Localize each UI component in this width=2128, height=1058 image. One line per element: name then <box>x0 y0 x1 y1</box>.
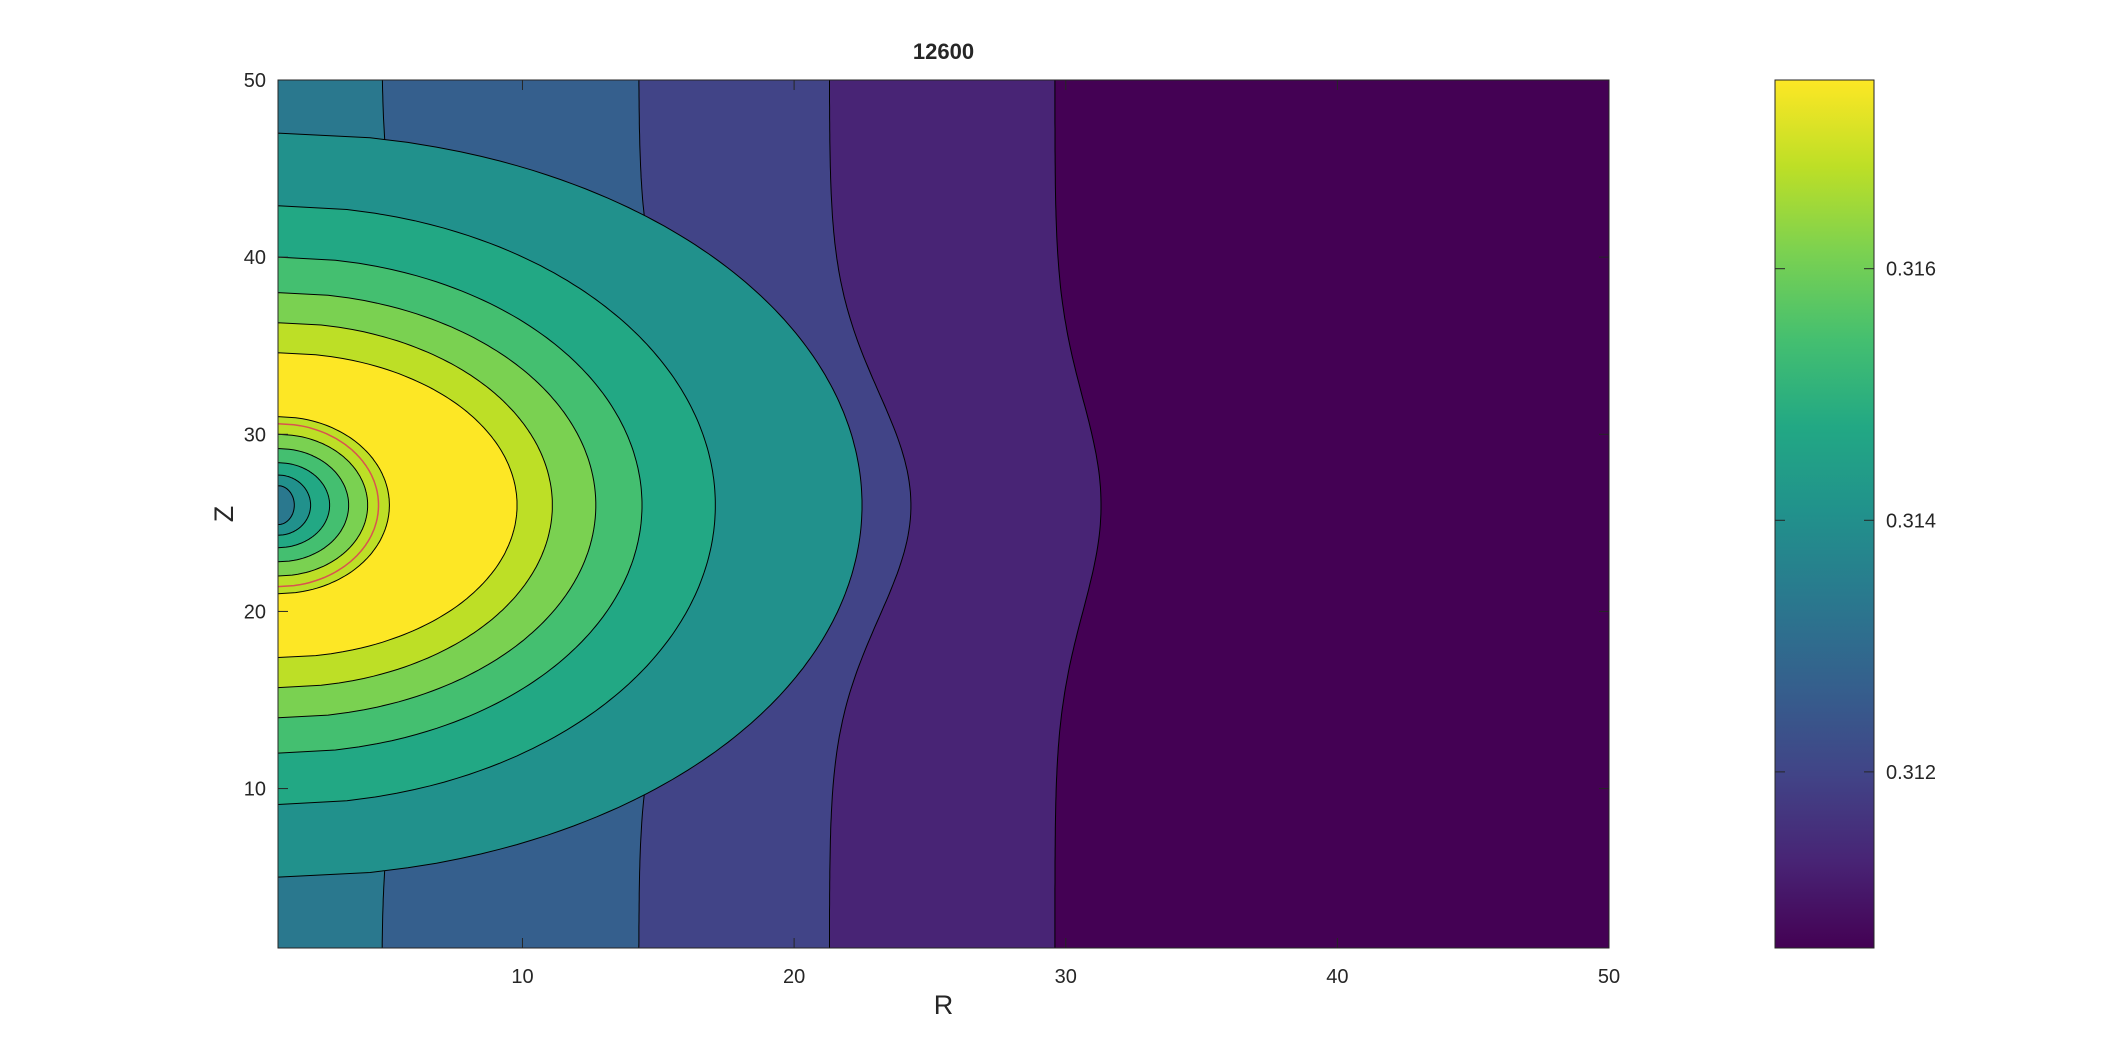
x-tick-label: 30 <box>1055 966 1077 988</box>
y-axis: 10 20 30 40 50 <box>244 70 1609 801</box>
plot-area <box>278 80 1609 948</box>
colorbar-tick-label: 0.314 <box>1886 510 1936 532</box>
y-axis-label: Z <box>209 506 239 523</box>
plot-frame <box>277 79 1610 949</box>
x-tick-label: 10 <box>511 966 533 988</box>
contour-bands <box>278 80 1102 948</box>
x-tick-label: 40 <box>1326 966 1348 988</box>
y-tick-label: 40 <box>244 247 266 269</box>
colorbar-tick-label: 0.312 <box>1886 762 1936 784</box>
chart-title: 12600 <box>913 39 974 64</box>
colorbar-fill <box>1775 80 1874 948</box>
highlight-contour <box>278 422 380 588</box>
x-axis: 10 20 30 40 50 <box>511 80 1620 988</box>
y-tick-label: 50 <box>244 70 266 92</box>
x-tick-label: 50 <box>1598 966 1620 988</box>
contour-band <box>278 352 518 659</box>
x-axis-label: R <box>934 990 954 1020</box>
y-tick-label: 20 <box>244 601 266 623</box>
colorbar: 0.312 0.314 0.316 <box>1774 79 1936 949</box>
y-tick-label: 30 <box>244 424 266 446</box>
colorbar-ticks: 0.312 0.314 0.316 <box>1775 259 1936 784</box>
colorbar-tick-label: 0.316 <box>1886 259 1936 281</box>
colorbar-frame <box>1774 79 1875 949</box>
contour-band-inner <box>278 485 295 526</box>
y-tick-label: 10 <box>244 779 266 801</box>
x-tick-label: 20 <box>783 966 805 988</box>
